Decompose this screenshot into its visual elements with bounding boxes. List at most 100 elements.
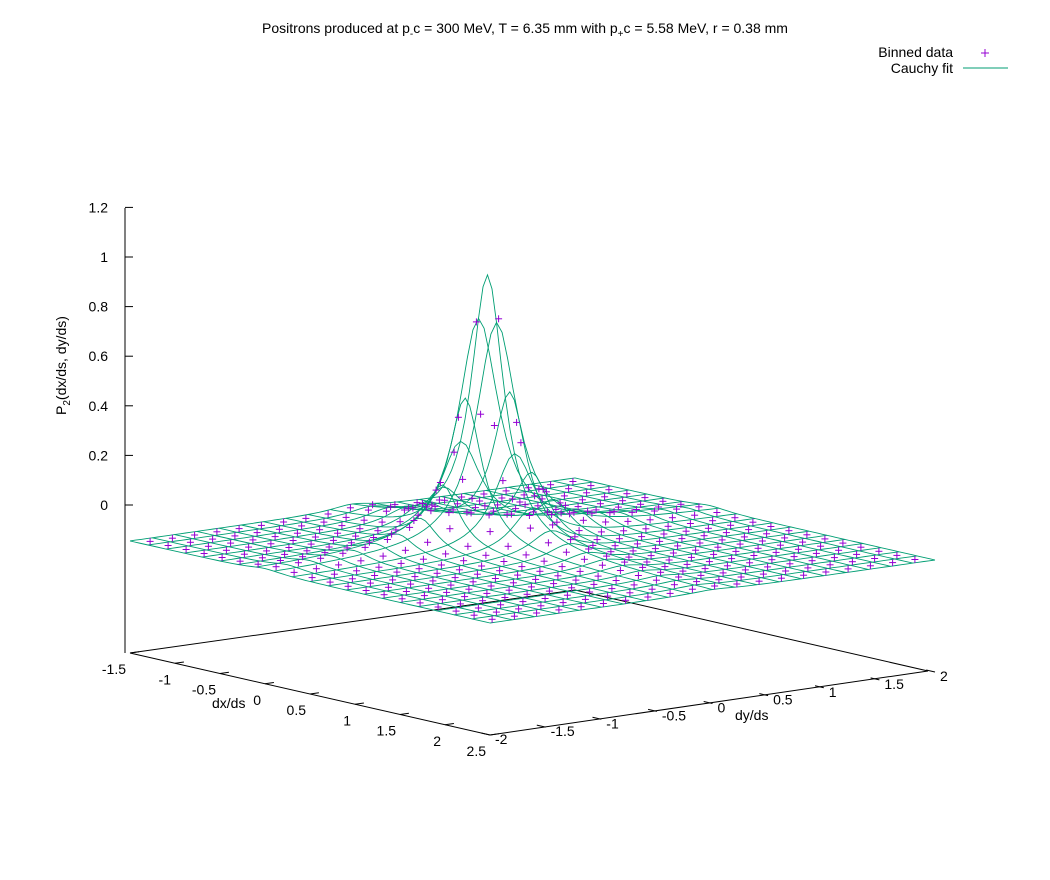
data-point bbox=[364, 506, 372, 514]
data-point bbox=[817, 542, 825, 550]
data-point bbox=[584, 507, 592, 515]
data-point bbox=[443, 588, 451, 596]
data-point bbox=[360, 516, 368, 524]
y-tick-label: 2 bbox=[940, 668, 948, 684]
data-point bbox=[715, 576, 723, 584]
data-point bbox=[463, 508, 471, 516]
data-point bbox=[523, 590, 531, 598]
data-point bbox=[168, 534, 176, 542]
fit-line-const-x bbox=[309, 507, 756, 582]
data-point bbox=[353, 567, 361, 575]
data-point bbox=[517, 439, 525, 447]
x-tick bbox=[219, 671, 229, 674]
data-point bbox=[531, 492, 539, 500]
data-point bbox=[687, 553, 695, 561]
data-point bbox=[759, 570, 767, 578]
data-point bbox=[378, 518, 386, 526]
data-point bbox=[461, 593, 469, 601]
data-point bbox=[621, 558, 629, 566]
data-point bbox=[527, 583, 535, 591]
z-tick-label: 1 bbox=[100, 249, 108, 265]
data-point bbox=[452, 607, 460, 615]
data-point bbox=[705, 558, 713, 566]
data-point bbox=[533, 609, 541, 617]
fit-line-const-x bbox=[291, 453, 738, 578]
data-point bbox=[713, 509, 721, 516]
fit-line-const-x bbox=[435, 547, 882, 612]
data-point bbox=[491, 575, 499, 582]
data-point bbox=[571, 533, 579, 541]
data-point bbox=[146, 537, 154, 545]
data-point bbox=[526, 524, 534, 532]
x-tick-label: 2.5 bbox=[467, 743, 487, 759]
data-point bbox=[659, 497, 667, 505]
data-point bbox=[253, 529, 261, 537]
data-point bbox=[532, 575, 540, 583]
data-point bbox=[231, 532, 239, 540]
data-point bbox=[497, 601, 505, 609]
data-point bbox=[478, 562, 486, 570]
data-point bbox=[504, 542, 512, 550]
data-point bbox=[433, 569, 441, 577]
data-point bbox=[401, 546, 409, 554]
data-point bbox=[302, 514, 310, 522]
data-point bbox=[728, 555, 736, 563]
data-point bbox=[204, 542, 212, 550]
data-point bbox=[561, 501, 569, 509]
data-point bbox=[586, 588, 594, 596]
data-point bbox=[830, 554, 838, 562]
data-point bbox=[723, 562, 731, 570]
x-tick-label: 2 bbox=[433, 733, 441, 749]
data-point bbox=[486, 528, 494, 536]
y-tick bbox=[703, 701, 713, 704]
data-point bbox=[343, 544, 351, 552]
data-point bbox=[719, 569, 727, 577]
data-point bbox=[683, 560, 691, 568]
data-point bbox=[387, 503, 395, 511]
data-point bbox=[688, 585, 696, 593]
legend-marker-plus bbox=[981, 49, 989, 57]
data-point bbox=[213, 528, 221, 536]
data-point bbox=[524, 484, 532, 492]
data-point bbox=[303, 547, 311, 555]
data-point bbox=[614, 503, 622, 511]
data-point bbox=[732, 547, 740, 555]
data-point bbox=[558, 563, 566, 571]
data-point bbox=[822, 568, 830, 576]
data-point bbox=[540, 557, 548, 565]
data-point bbox=[467, 509, 475, 517]
data-point bbox=[567, 536, 575, 544]
data-point bbox=[642, 525, 650, 533]
data-point bbox=[512, 505, 520, 513]
x-tick-label: 1 bbox=[343, 712, 351, 728]
data-point bbox=[736, 540, 744, 548]
data-point bbox=[593, 536, 601, 544]
data-point bbox=[605, 486, 613, 494]
data-point bbox=[356, 525, 364, 533]
data-point bbox=[569, 478, 577, 485]
data-point bbox=[164, 542, 172, 549]
x-tick bbox=[444, 723, 454, 726]
data-point bbox=[414, 511, 422, 519]
data-point bbox=[799, 538, 807, 546]
data-point bbox=[375, 563, 383, 571]
data-point bbox=[449, 506, 457, 514]
data-point bbox=[293, 529, 301, 537]
data-point bbox=[678, 535, 686, 543]
data-point bbox=[693, 578, 701, 586]
data-point bbox=[285, 544, 293, 551]
data-point bbox=[711, 582, 719, 590]
data-point bbox=[800, 571, 808, 579]
data-point bbox=[763, 530, 771, 538]
data-point bbox=[263, 547, 271, 555]
data-point bbox=[410, 517, 418, 524]
x-tick bbox=[489, 733, 499, 736]
data-point bbox=[660, 530, 668, 538]
data-point bbox=[521, 501, 529, 509]
data-point bbox=[379, 552, 387, 560]
data-point bbox=[424, 538, 432, 546]
data-point bbox=[866, 562, 874, 570]
y-tick bbox=[592, 716, 602, 720]
x-tick-label: -1 bbox=[159, 671, 172, 687]
